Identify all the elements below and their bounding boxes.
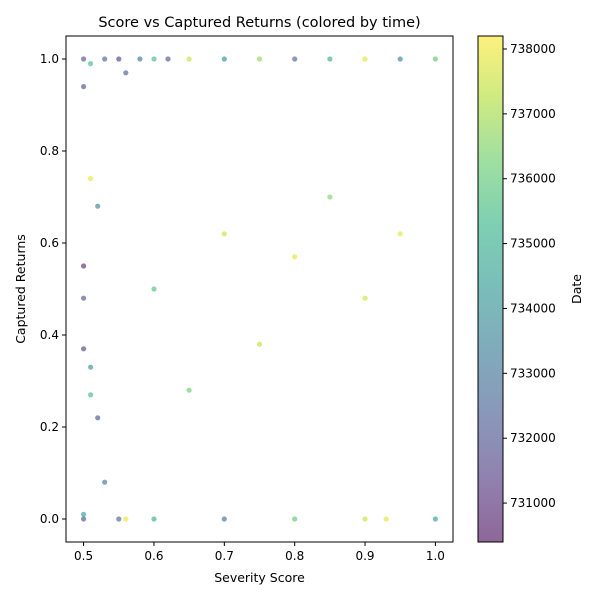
colorbar-tick-label: 738000 [510, 42, 556, 56]
data-point [292, 56, 298, 62]
data-point [81, 511, 87, 517]
data-point [432, 516, 438, 522]
data-point [221, 56, 227, 62]
colorbar [477, 35, 504, 543]
data-point [186, 387, 192, 393]
data-point [432, 56, 438, 62]
colorbar-tick-label: 732000 [510, 431, 556, 445]
data-point [81, 346, 87, 352]
data-point [88, 61, 94, 67]
data-point [81, 263, 87, 269]
data-point [397, 56, 403, 62]
data-point [81, 84, 87, 90]
y-tick-label: 0.2 [40, 420, 59, 434]
data-point [116, 516, 122, 522]
y-axis-label: Captured Returns [13, 234, 28, 344]
data-point [383, 516, 389, 522]
data-point [102, 56, 108, 62]
data-point [362, 295, 368, 301]
data-point [95, 203, 101, 209]
colorbar-tick-label: 731000 [510, 496, 556, 510]
plot-frame [65, 35, 454, 543]
data-point [116, 56, 122, 62]
y-axis: 0.0 0.2 0.4 0.6 0.8 1.0 [40, 52, 66, 526]
chart-title: Score vs Captured Returns (colored by ti… [98, 15, 420, 31]
x-tick-label: 0.7 [215, 549, 234, 563]
data-point [123, 70, 129, 76]
data-point [81, 516, 87, 522]
data-point [95, 415, 101, 421]
colorbar-tick-label: 733000 [510, 366, 556, 380]
colorbar-label: Date [569, 274, 584, 304]
y-tick-label: 1.0 [40, 52, 59, 66]
data-point [221, 516, 227, 522]
points-layer [81, 56, 438, 522]
data-point [221, 231, 227, 237]
data-point [327, 194, 333, 200]
data-point [292, 516, 298, 522]
y-tick-label: 0.4 [40, 328, 59, 342]
colorbar-tick-label: 735000 [510, 237, 556, 251]
y-tick-label: 0.0 [40, 512, 59, 526]
data-point [88, 176, 94, 182]
x-tick-label: 0.5 [74, 549, 93, 563]
data-point [151, 286, 157, 292]
data-point [186, 56, 192, 62]
data-point [151, 516, 157, 522]
data-point [165, 56, 171, 62]
x-axis: 0.5 0.6 0.7 0.8 0.9 1.0 [74, 542, 445, 563]
x-tick-label: 0.6 [144, 549, 163, 563]
data-point [88, 364, 94, 370]
x-tick-label: 1.0 [426, 549, 445, 563]
x-tick-label: 0.8 [285, 549, 304, 563]
x-tick-label: 0.9 [355, 549, 374, 563]
data-point [256, 341, 263, 347]
data-point [151, 56, 157, 62]
colorbar-ticks: 731000 732000 733000 734000 735000 736000 7370… [503, 42, 556, 510]
data-point [292, 254, 298, 260]
data-point [88, 392, 94, 398]
colorbar-tick-label: 737000 [510, 107, 556, 121]
y-tick-label: 0.8 [40, 144, 59, 158]
data-point [81, 295, 87, 301]
data-point [397, 231, 403, 237]
colorbar-tick-label: 736000 [510, 172, 556, 186]
data-point [81, 56, 87, 62]
data-point [137, 56, 143, 62]
data-point [327, 56, 333, 62]
y-tick-label: 0.6 [40, 236, 59, 250]
data-point [362, 56, 368, 62]
data-point [256, 56, 263, 62]
data-point [362, 516, 368, 522]
data-point [123, 516, 129, 522]
colorbar-tick-label: 734000 [510, 301, 556, 315]
x-axis-label: Severity Score [214, 570, 305, 585]
data-point [102, 479, 108, 485]
